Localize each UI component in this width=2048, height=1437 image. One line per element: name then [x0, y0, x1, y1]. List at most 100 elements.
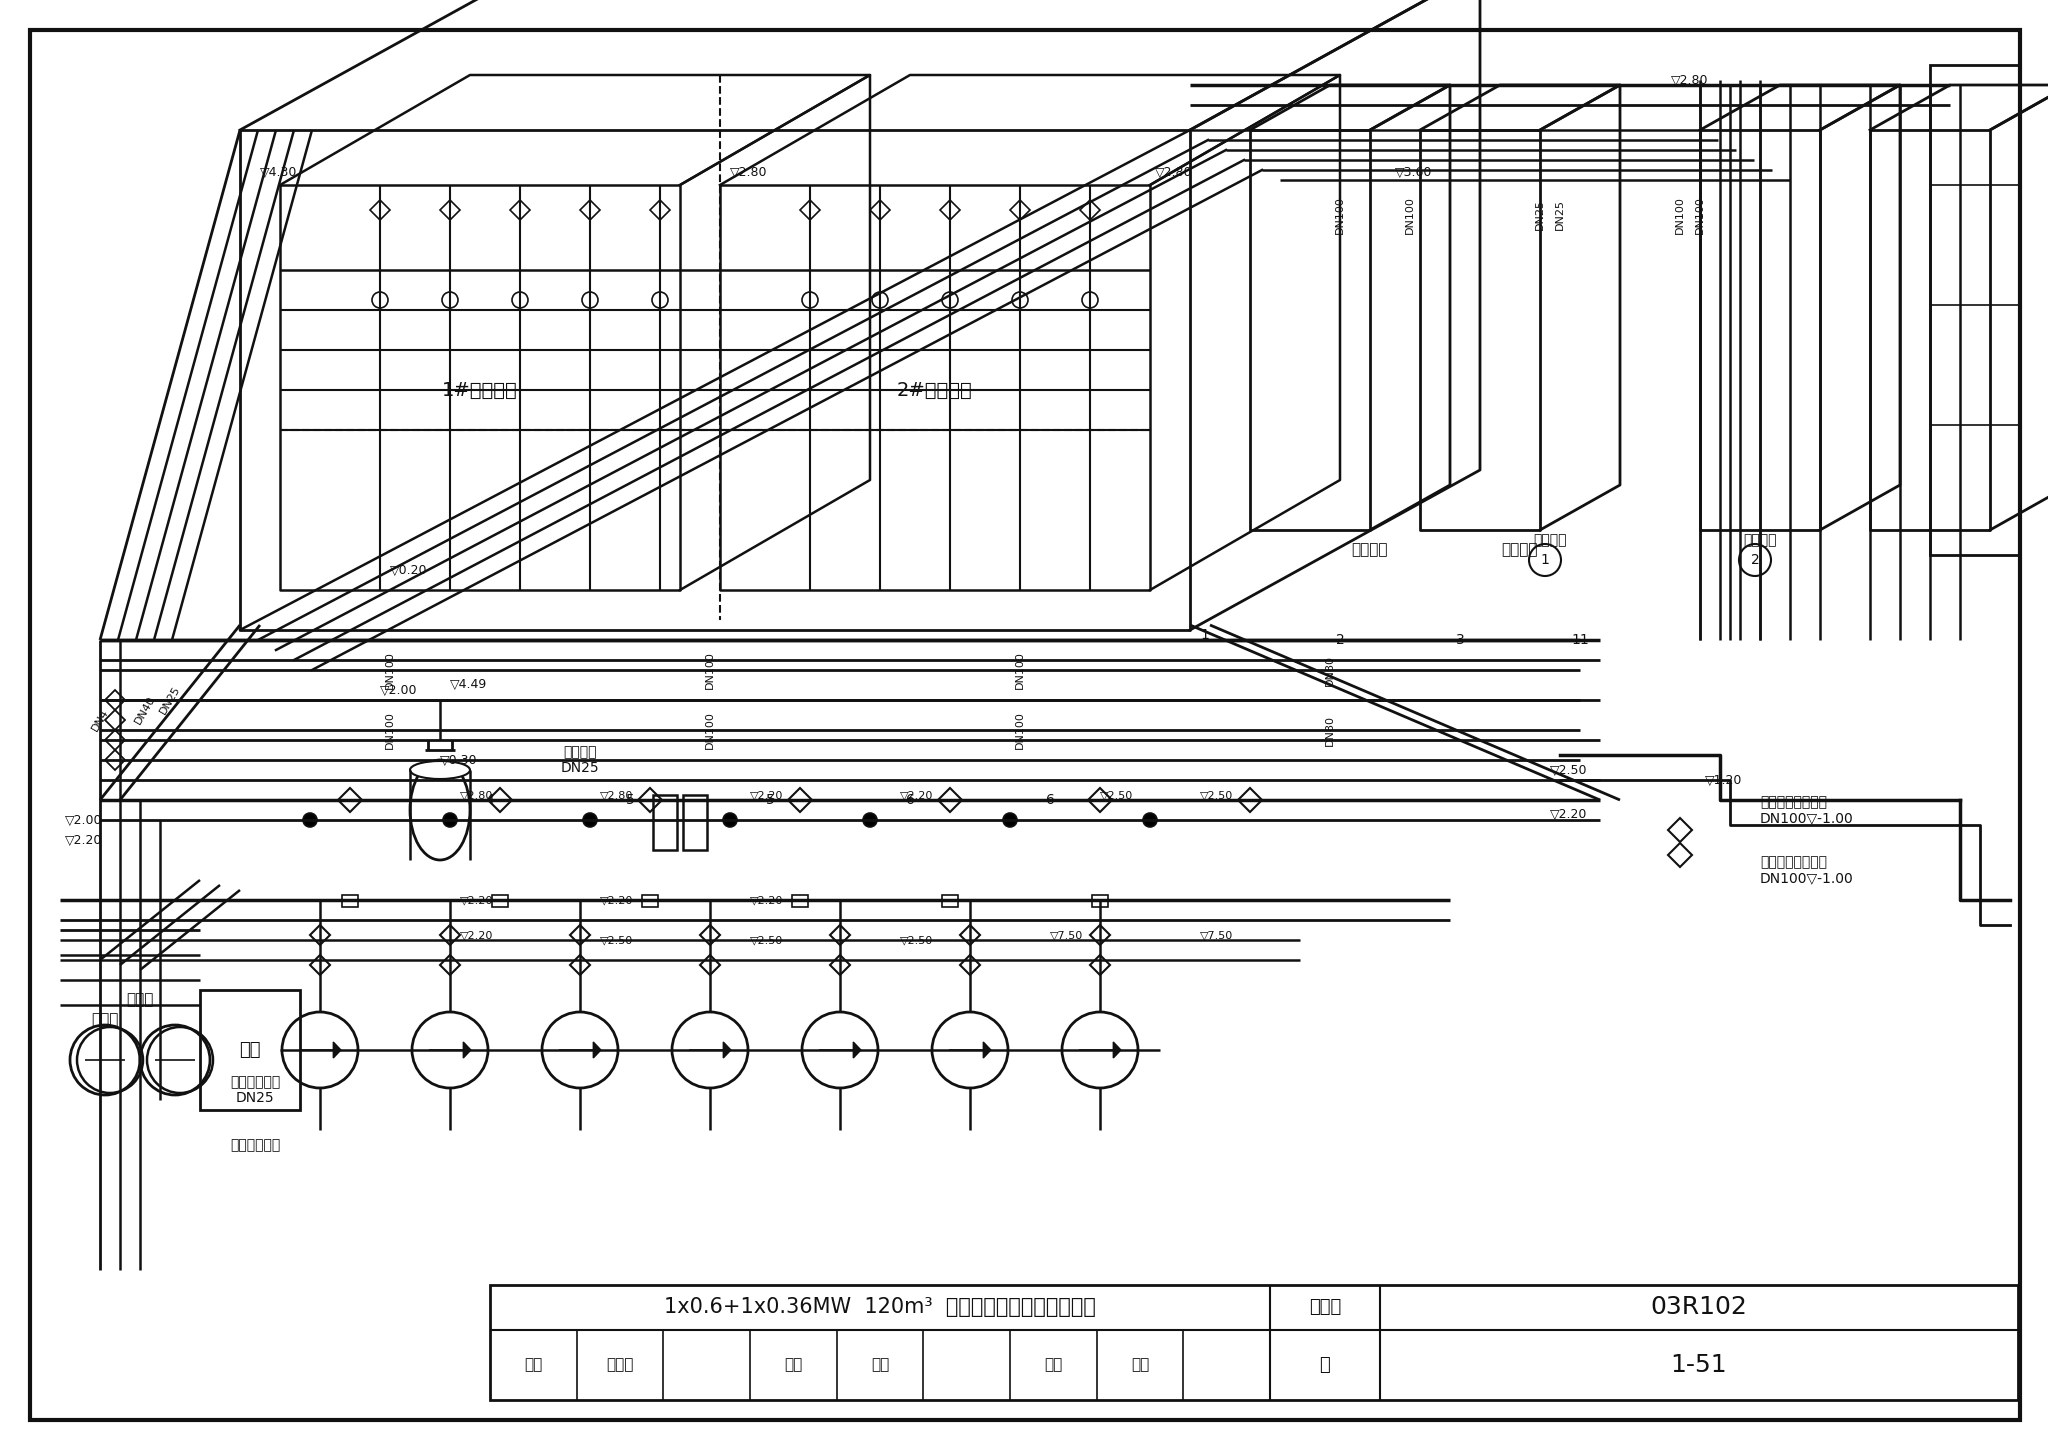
Text: DN4: DN4: [90, 707, 111, 733]
Polygon shape: [104, 710, 125, 730]
Text: 2: 2: [1751, 553, 1759, 568]
Polygon shape: [371, 200, 389, 220]
Text: ▽2.00: ▽2.00: [381, 684, 418, 697]
Text: ▽2.80: ▽2.80: [600, 790, 633, 800]
Text: ▽2.50: ▽2.50: [899, 935, 934, 946]
Text: ▽2.50: ▽2.50: [1550, 763, 1587, 776]
Text: 接循环水入口: 接循环水入口: [229, 1138, 281, 1152]
Text: 1: 1: [1540, 553, 1550, 568]
Text: ▽2.50: ▽2.50: [600, 935, 633, 946]
Text: ▽2.50: ▽2.50: [1200, 790, 1233, 800]
Text: DN40: DN40: [133, 694, 158, 726]
Text: ▽2.20: ▽2.20: [66, 833, 102, 846]
Text: 3: 3: [1456, 634, 1464, 647]
Polygon shape: [510, 200, 530, 220]
Polygon shape: [309, 956, 330, 974]
Text: DN100: DN100: [1016, 711, 1024, 749]
Text: DN100: DN100: [705, 711, 715, 749]
Bar: [793, 895, 809, 907]
Bar: [1929, 65, 2019, 555]
Text: 03R102: 03R102: [1651, 1295, 1747, 1319]
Text: DN100: DN100: [1335, 195, 1346, 234]
Polygon shape: [440, 956, 461, 974]
Text: 1x0.6+1x0.36MW  120m³  蓄热式电锅炉房管道系统图: 1x0.6+1x0.36MW 120m³ 蓄热式电锅炉房管道系统图: [664, 1298, 1096, 1316]
Polygon shape: [829, 956, 850, 974]
Circle shape: [723, 813, 737, 828]
Polygon shape: [1090, 956, 1110, 974]
Text: ▽1.20: ▽1.20: [1706, 773, 1743, 786]
Bar: [1092, 895, 1108, 907]
Text: ▽4.49: ▽4.49: [451, 678, 487, 691]
Text: 接自来水
DN25: 接自来水 DN25: [561, 744, 600, 775]
Polygon shape: [938, 787, 963, 812]
Polygon shape: [1079, 200, 1100, 220]
Polygon shape: [440, 200, 461, 220]
Text: 6: 6: [905, 793, 915, 808]
Polygon shape: [723, 1042, 731, 1058]
Text: ▽2.80: ▽2.80: [1155, 165, 1192, 178]
Text: ▽2.20: ▽2.20: [1550, 809, 1587, 822]
Text: DN100: DN100: [1696, 195, 1706, 234]
Circle shape: [803, 1012, 879, 1088]
Text: 页: 页: [1319, 1357, 1331, 1374]
Text: 采暖回水接自外网
DN100▽-1.00: 采暖回水接自外网 DN100▽-1.00: [1759, 855, 1853, 885]
Text: 余菊: 余菊: [870, 1358, 889, 1372]
Text: ▽0.30: ▽0.30: [440, 753, 477, 766]
Text: DN100: DN100: [705, 651, 715, 688]
Text: ▽7.50: ▽7.50: [1051, 930, 1083, 940]
Polygon shape: [940, 200, 961, 220]
Text: 接排水沟: 接排水沟: [1534, 533, 1567, 547]
Circle shape: [303, 813, 317, 828]
Text: 接地沟: 接地沟: [92, 1013, 119, 1027]
Polygon shape: [788, 787, 811, 812]
Bar: [942, 895, 958, 907]
Text: DN80: DN80: [1325, 714, 1335, 746]
Bar: [201, 990, 299, 1109]
Polygon shape: [104, 750, 125, 770]
Circle shape: [543, 1012, 618, 1088]
Bar: [492, 895, 508, 907]
Text: DN100: DN100: [385, 651, 395, 688]
Circle shape: [442, 813, 457, 828]
Text: 接排水沟: 接排水沟: [1352, 543, 1389, 558]
Text: ▽2.20: ▽2.20: [899, 790, 934, 800]
Polygon shape: [854, 1042, 860, 1058]
Text: 审核: 审核: [524, 1358, 543, 1372]
Polygon shape: [961, 925, 981, 946]
Circle shape: [283, 1012, 358, 1088]
Text: ▽2.50: ▽2.50: [750, 935, 782, 946]
Bar: [653, 795, 678, 851]
Polygon shape: [1114, 1042, 1120, 1058]
Text: DN25: DN25: [1536, 200, 1544, 230]
Bar: [641, 895, 657, 907]
Text: 接排水沟: 接排水沟: [1501, 543, 1538, 558]
Text: 4: 4: [485, 793, 494, 808]
Polygon shape: [870, 200, 891, 220]
Circle shape: [672, 1012, 748, 1088]
Text: 设计: 设计: [1044, 1358, 1063, 1372]
Text: DN100: DN100: [385, 711, 395, 749]
Polygon shape: [700, 956, 721, 974]
Polygon shape: [338, 787, 362, 812]
Text: ▽2.20: ▽2.20: [461, 895, 494, 905]
Text: 11: 11: [1571, 634, 1589, 647]
Circle shape: [862, 813, 877, 828]
Text: 校对: 校对: [784, 1358, 803, 1372]
Text: 1: 1: [1200, 628, 1210, 642]
Text: ▽4.30: ▽4.30: [260, 165, 297, 178]
Polygon shape: [104, 730, 125, 750]
Text: DN25: DN25: [1554, 200, 1565, 230]
Polygon shape: [569, 956, 590, 974]
Text: DN25: DN25: [158, 684, 182, 716]
Polygon shape: [334, 1042, 340, 1058]
Text: ▽0.20: ▽0.20: [389, 563, 428, 576]
Polygon shape: [594, 1042, 600, 1058]
Text: 5: 5: [625, 793, 635, 808]
Text: 采暖供水接自外网
DN100▽-1.00: 采暖供水接自外网 DN100▽-1.00: [1759, 795, 1853, 825]
Circle shape: [932, 1012, 1008, 1088]
Text: 1-51: 1-51: [1671, 1354, 1726, 1377]
Circle shape: [1004, 813, 1018, 828]
Polygon shape: [801, 200, 819, 220]
Bar: [682, 795, 707, 851]
Ellipse shape: [410, 760, 469, 859]
